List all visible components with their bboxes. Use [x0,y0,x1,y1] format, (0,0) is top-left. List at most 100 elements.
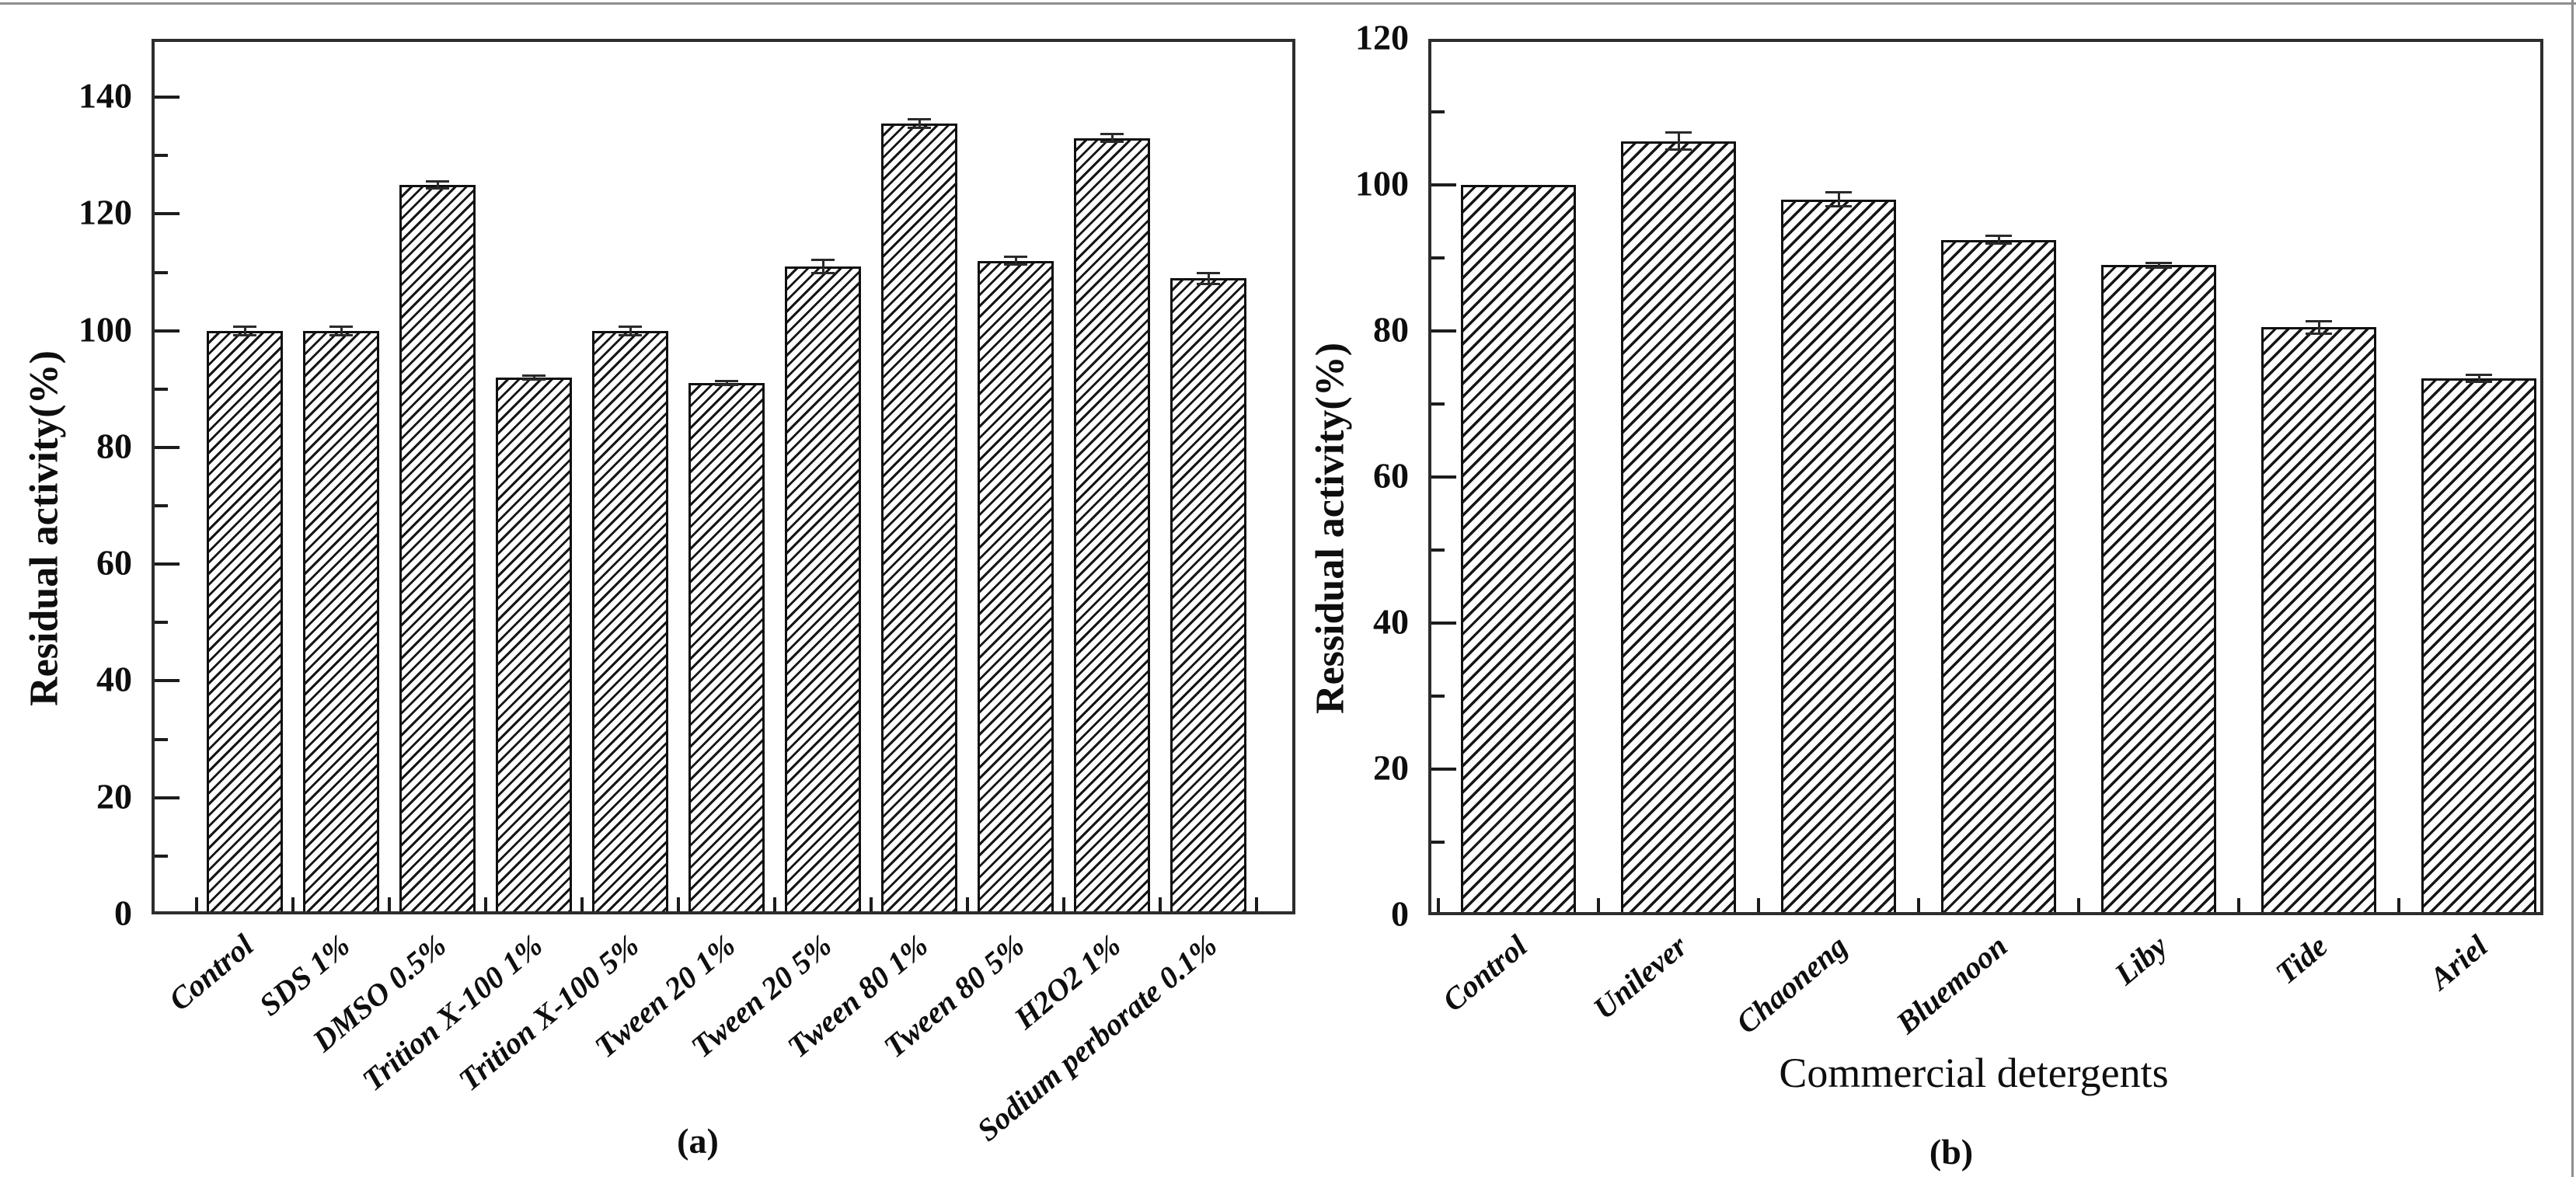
error-bar-cap [811,259,835,261]
error-bar-cap [1825,205,1852,208]
y-major-tick [155,329,180,333]
error-bar [2477,374,2480,382]
x-minor-tick [1597,898,1600,912]
bar [1170,278,1246,914]
error-bar-cap [2146,261,2172,264]
error-bar-cap [619,333,642,336]
x-minor-tick [1437,898,1440,912]
y-tick-label: 60 [1373,455,1409,496]
y-major-tick [155,212,180,216]
error-bar-cap [522,374,546,377]
x-tick-label: Tide [2268,928,2334,991]
caption-b: (b) [1929,1132,1974,1172]
error-bar-cap [619,325,642,328]
x-tick-label: Liby [2107,928,2174,992]
y-minor-tick [155,504,168,508]
bar [1781,199,1896,915]
y-tick-label: 100 [1355,163,1409,204]
y-minor-tick [155,270,168,274]
caption-a: (a) [677,1121,719,1161]
error-bar-cap [1665,131,1692,134]
page-edge-line-right [2571,0,2574,1177]
error-bar-cap [908,117,931,120]
error-bar [918,118,921,128]
bar [207,330,283,914]
bar [1461,185,1576,915]
x-minor-tick [1159,897,1162,911]
y-minor-tick [1431,402,1445,406]
error-bar-cap [908,126,931,129]
x-minor-tick [2237,898,2240,912]
y-tick-label: 20 [96,776,132,817]
x-minor-tick [2077,898,2080,912]
error-bar-cap [811,272,835,275]
bar [1074,138,1150,914]
error-bar-cap [426,179,449,183]
y-minor-tick [1431,841,1445,844]
bar [1621,141,1736,915]
y-major-tick [155,679,180,683]
x-minor-tick [1917,898,1920,912]
y-minor-tick [155,737,168,741]
y-tick-label: 60 [96,542,132,583]
bar [2261,327,2376,915]
error-bar [1110,134,1114,142]
x-tick-label: Control [1435,928,1534,1019]
y-major-tick [1431,475,1456,479]
error-bar-cap [2306,332,2332,335]
error-bar-cap [2466,380,2492,383]
y-minor-tick [1431,110,1445,113]
error-bar [243,326,246,336]
error-bar-cap [426,187,449,190]
y-tick-label: 40 [1373,601,1409,642]
error-bar-cap [1100,140,1124,143]
y-minor-tick [155,621,168,625]
error-bar [629,326,632,336]
x-minor-tick [966,897,969,911]
x-minor-tick [195,897,198,911]
bar [496,377,572,914]
y-major-tick [155,96,180,99]
error-bar [340,326,343,336]
x-minor-tick [1255,897,1258,911]
x-tick-label: Bluemoon [1889,928,2014,1041]
y-major-tick [155,562,180,566]
error-bar [1677,132,1680,150]
error-bar-cap [1197,271,1220,274]
error-bar-cap [522,378,546,381]
y-major-tick [1431,183,1456,186]
y-tick-label: 120 [78,192,132,232]
error-bar-cap [1004,263,1027,266]
y-tick-label: 100 [78,309,132,350]
error-bar [532,374,535,380]
y-axis-title-chart-a: Residual activity(%) [22,350,67,706]
x-minor-tick [677,897,680,911]
error-bar-cap [715,380,738,383]
bar [1941,239,2056,915]
error-bar-cap [715,384,738,387]
y-minor-tick [1431,256,1445,259]
x-tick-label: Chaoneng [1729,928,1854,1041]
error-bar-cap [1100,133,1124,136]
y-minor-tick [155,854,168,858]
x-minor-tick [291,897,295,911]
y-tick-label: 0 [114,893,132,933]
x-minor-tick [484,897,487,911]
error-bar-cap [1985,234,2012,237]
page-edge-line-top [0,2,2576,5]
y-axis-title-chart-b: Ressidual activity(%) [1308,342,1353,715]
y-tick-label: 20 [1373,747,1409,788]
x-minor-tick [580,897,584,911]
plot-frame [152,39,1295,914]
error-bar-cap [1825,191,1852,194]
error-bar [2317,320,2320,334]
error-bar [1837,192,1840,207]
y-minor-tick [155,387,168,391]
error-bar-cap [233,325,256,328]
error-bar-cap [1004,256,1027,259]
bar [785,266,861,914]
y-tick-label: 80 [1373,309,1409,350]
bar [303,330,379,914]
error-bar-cap [233,333,256,336]
y-tick-label: 0 [1391,893,1409,934]
